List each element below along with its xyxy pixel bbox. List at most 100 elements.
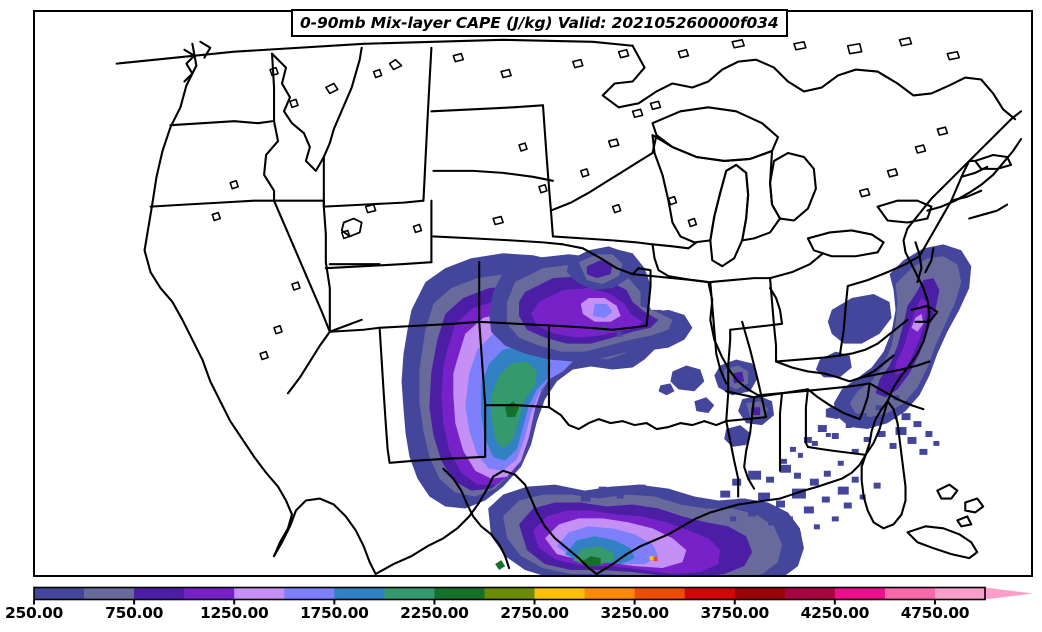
border-ut-az bbox=[328, 326, 381, 333]
border-pa-ny bbox=[838, 255, 921, 357]
island-cuba bbox=[906, 525, 979, 560]
cape-contour-nebraska-750 bbox=[586, 260, 613, 279]
border-in-mi bbox=[709, 277, 772, 284]
border-tn-ms-al bbox=[725, 388, 809, 399]
colorbar-band-3250 bbox=[634, 587, 686, 600]
border-sd-ne bbox=[432, 169, 554, 182]
cape-contour-gulf-2000 bbox=[572, 546, 615, 565]
colorbar-tick-label: 2750.00 bbox=[500, 604, 569, 622]
map-panel[interactable] bbox=[33, 10, 1033, 577]
colorbar-band-2250 bbox=[434, 587, 485, 600]
border-nc-sc bbox=[858, 382, 925, 421]
colorbar-tick-label: 750.00 bbox=[105, 604, 164, 622]
coast-atlantic bbox=[864, 110, 1023, 456]
colorbar-band-1750 bbox=[334, 587, 385, 600]
cape-hatteras bbox=[910, 304, 939, 323]
border-or-id bbox=[263, 120, 280, 202]
colorbar-band-1250 bbox=[234, 587, 285, 600]
border-wi-ia-il bbox=[651, 241, 698, 250]
border-id-mt bbox=[271, 46, 363, 172]
border-co-nm bbox=[378, 320, 481, 329]
border-texas-rio-grande bbox=[442, 467, 511, 570]
colorbar-band-4750 bbox=[934, 587, 986, 600]
border-mo-il-east bbox=[769, 286, 784, 325]
lake-michigan bbox=[709, 163, 750, 268]
colorbar-tick-label: 1750.00 bbox=[300, 604, 369, 622]
colorbar-band-500 bbox=[84, 587, 135, 600]
geography-layer bbox=[115, 37, 1023, 575]
border-new-england bbox=[950, 165, 1009, 220]
lake-huron bbox=[769, 151, 817, 222]
long-island bbox=[974, 153, 1013, 170]
cape-contour-gulf-2250 bbox=[580, 556, 601, 567]
colorbar-bands bbox=[34, 587, 1033, 600]
border-ca-az bbox=[286, 330, 331, 395]
border-wy-co-south bbox=[324, 261, 433, 270]
coast-pacific bbox=[143, 42, 294, 558]
chesapeake-bay bbox=[914, 241, 935, 284]
colorbar-extend-arrow bbox=[985, 587, 1033, 600]
border-nv-az bbox=[328, 318, 363, 333]
border-wa-or bbox=[169, 120, 274, 127]
colorbar[interactable]: 250.00 750.00 1250.00 1750.00 2250.00 2750.00… bbox=[0, 583, 1042, 632]
border-az-nm bbox=[378, 326, 389, 450]
colorbar-band-3750 bbox=[734, 587, 786, 600]
colorbar-band-250 bbox=[34, 587, 85, 600]
border-canada bbox=[115, 38, 634, 65]
cape-speckle-gulf bbox=[580, 464, 881, 538]
colorbar-outline bbox=[33, 586, 986, 601]
border-mo-ar bbox=[729, 322, 784, 331]
coast-gulf bbox=[595, 453, 867, 575]
colorbar-tick-label: 4250.00 bbox=[800, 604, 870, 622]
border-il-mo-ky bbox=[707, 281, 760, 397]
border-nm-tx bbox=[386, 320, 487, 464]
baja-peninsula bbox=[272, 497, 377, 575]
border-mn-wi bbox=[549, 134, 658, 212]
colorbar-tick-label: 250.00 bbox=[4, 604, 64, 622]
border-ok-tx bbox=[484, 404, 728, 431]
border-mn-ia bbox=[551, 235, 654, 246]
border-ar-ms bbox=[741, 320, 768, 419]
cape-contour-atlantic-250b bbox=[827, 293, 892, 344]
colorbar-tick-label: 1250.00 bbox=[199, 604, 269, 622]
colorbar-tick-label: 4750.00 bbox=[900, 604, 970, 622]
border-tx-la bbox=[725, 420, 740, 498]
border-nd-sd bbox=[430, 104, 545, 113]
state-michigan bbox=[651, 134, 782, 244]
lake-superior bbox=[651, 106, 780, 162]
colorbar-band-4500 bbox=[884, 587, 936, 600]
border-al-ms bbox=[778, 392, 784, 472]
border-ok-ar-mo bbox=[725, 328, 732, 423]
border-wa-id bbox=[271, 52, 276, 123]
colorbar-tick-label: 3750.00 bbox=[700, 604, 769, 622]
border-ca-nv bbox=[272, 199, 331, 333]
border-ia-il bbox=[651, 243, 710, 284]
cape-peak-speck-red bbox=[653, 557, 658, 562]
colorbar-band-2750 bbox=[534, 587, 585, 600]
border-ne-ks bbox=[432, 235, 564, 246]
map-title-text: 0-90mb Mix-layer CAPE (J/kg) Valid: 2021… bbox=[300, 14, 779, 32]
cape-peak-speck-yellow bbox=[649, 556, 654, 561]
colorbar-band-2000 bbox=[384, 587, 435, 600]
border-ky-va-wv bbox=[774, 354, 895, 383]
border-ar-la bbox=[725, 416, 768, 423]
border-great-lakes-north bbox=[601, 44, 1017, 121]
map-canvas bbox=[115, 37, 1023, 575]
border-ks-mo bbox=[611, 267, 652, 331]
border-ne-ia bbox=[561, 243, 634, 276]
colorbar-band-4000 bbox=[784, 587, 836, 600]
colorbar-band-750 bbox=[134, 587, 185, 600]
lake-erie bbox=[806, 229, 885, 258]
state-florida bbox=[860, 400, 907, 530]
colorbar-tick-label: 3250.00 bbox=[600, 604, 669, 622]
colorbar-band-1500 bbox=[284, 587, 335, 600]
border-mt-nd bbox=[422, 46, 433, 202]
border-ga-al bbox=[804, 388, 809, 448]
border-id-nv-ut bbox=[272, 199, 325, 208]
border-mn-sd-nd bbox=[541, 104, 554, 238]
colorbar-band-3000 bbox=[584, 587, 636, 600]
colorbar-canvas bbox=[33, 586, 1033, 605]
colorbar-ticks bbox=[33, 599, 936, 605]
border-va-nc bbox=[860, 360, 931, 379]
